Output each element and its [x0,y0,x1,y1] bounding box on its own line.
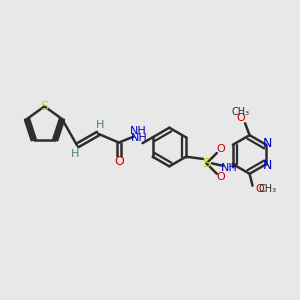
Text: CH₃: CH₃ [232,107,250,117]
Text: O: O [236,113,245,123]
Text: N: N [263,159,272,172]
Text: CH₃: CH₃ [258,184,277,194]
Text: NH: NH [130,126,146,136]
Text: O: O [114,155,124,168]
Text: O: O [216,172,225,182]
Text: S: S [202,157,211,170]
Text: NH: NH [221,163,238,173]
Text: N: N [263,137,272,150]
Text: NH: NH [131,133,148,143]
Text: H: H [96,120,105,130]
Text: O: O [216,144,225,154]
Text: O: O [256,184,264,194]
Text: S: S [40,100,49,113]
Text: H: H [70,149,79,159]
